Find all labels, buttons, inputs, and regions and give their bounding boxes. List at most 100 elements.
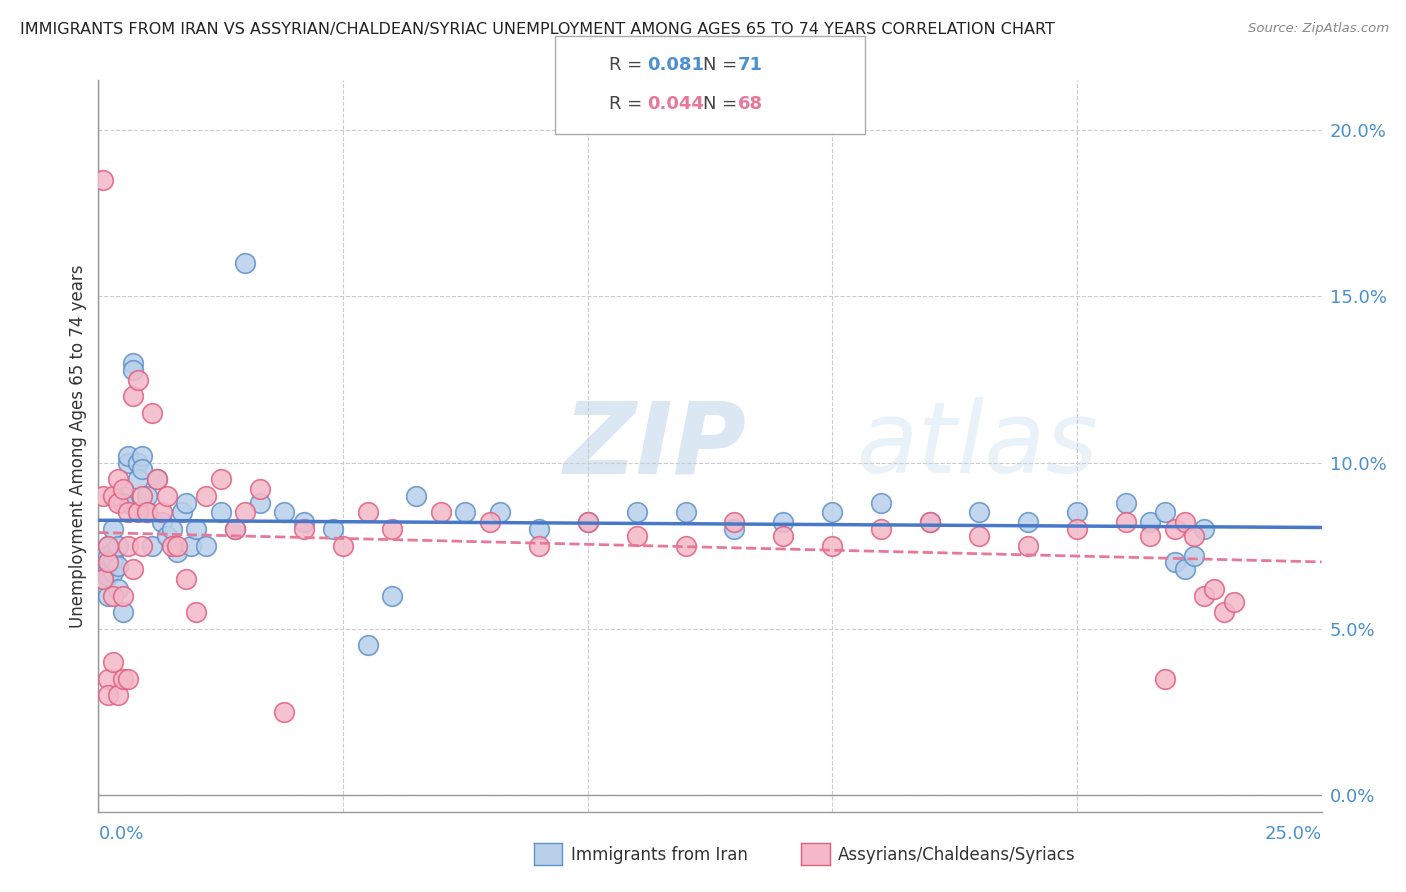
Point <box>186 522 208 536</box>
Point <box>131 449 153 463</box>
Point <box>97 568 120 582</box>
Text: 25.0%: 25.0% <box>1264 825 1322 843</box>
Point <box>97 549 120 563</box>
Point <box>111 489 134 503</box>
Point <box>454 506 477 520</box>
Point <box>356 506 378 520</box>
Point <box>97 689 120 703</box>
Point <box>381 589 404 603</box>
Point <box>292 522 315 536</box>
Point <box>675 539 697 553</box>
Point <box>209 472 232 486</box>
Text: Immigrants from Iran: Immigrants from Iran <box>571 846 748 863</box>
Point <box>97 562 120 576</box>
Point <box>772 529 794 543</box>
Point <box>121 362 143 376</box>
Point <box>381 522 404 536</box>
Point <box>111 589 134 603</box>
Text: 0.044: 0.044 <box>647 95 703 113</box>
Point <box>1066 506 1088 520</box>
Point <box>156 529 179 543</box>
Point <box>166 539 188 553</box>
Point <box>160 539 183 553</box>
Point <box>176 572 198 586</box>
Point <box>821 506 844 520</box>
Point <box>150 506 173 520</box>
Point <box>136 506 159 520</box>
Point <box>97 539 120 553</box>
Point <box>107 689 129 703</box>
Point <box>1154 672 1177 686</box>
Point <box>101 655 124 669</box>
Point <box>870 522 893 536</box>
Text: N =: N = <box>703 56 742 74</box>
Point <box>111 495 134 509</box>
Point <box>1212 605 1234 619</box>
Point <box>166 545 188 559</box>
Point <box>127 506 149 520</box>
Point <box>723 516 745 530</box>
Point <box>1174 562 1197 576</box>
Point <box>91 173 114 187</box>
Point <box>121 356 143 370</box>
Point <box>1202 582 1225 596</box>
Point <box>1139 529 1161 543</box>
Point <box>107 495 129 509</box>
Point <box>97 555 120 569</box>
Text: 0.081: 0.081 <box>647 56 704 74</box>
Point <box>117 449 139 463</box>
Point <box>405 489 427 503</box>
Point <box>626 506 648 520</box>
Point <box>870 495 893 509</box>
Point <box>136 506 159 520</box>
Point <box>224 522 246 536</box>
Point <box>1154 506 1177 520</box>
Point <box>1184 529 1206 543</box>
Point <box>430 506 453 520</box>
Point <box>920 516 942 530</box>
Point <box>1115 516 1137 530</box>
Point <box>97 589 120 603</box>
Point <box>107 539 129 553</box>
Text: R =: R = <box>609 95 648 113</box>
Point <box>117 539 139 553</box>
Point <box>160 522 183 536</box>
Point <box>91 489 114 503</box>
Point <box>478 516 501 530</box>
Point <box>127 472 149 486</box>
Point <box>292 516 315 530</box>
Point <box>723 522 745 536</box>
Point <box>233 506 256 520</box>
Point <box>967 529 990 543</box>
Point <box>131 539 153 553</box>
Point <box>195 489 218 503</box>
Point <box>176 495 198 509</box>
Point <box>101 552 124 566</box>
Point <box>97 672 120 686</box>
Point <box>101 566 124 580</box>
Point <box>1192 589 1215 603</box>
Point <box>121 562 143 576</box>
Point <box>967 506 990 520</box>
Point <box>1174 516 1197 530</box>
Point <box>527 539 550 553</box>
Point <box>1115 495 1137 509</box>
Point <box>127 456 149 470</box>
Point <box>91 572 114 586</box>
Point <box>224 522 246 536</box>
Point <box>97 539 120 553</box>
Point <box>356 639 378 653</box>
Point <box>156 489 179 503</box>
Point <box>107 582 129 596</box>
Text: atlas: atlas <box>856 398 1098 494</box>
Point <box>101 522 124 536</box>
Point <box>107 472 129 486</box>
Point <box>91 555 114 569</box>
Point <box>121 389 143 403</box>
Point <box>1139 516 1161 530</box>
Point <box>170 506 193 520</box>
Point <box>772 516 794 530</box>
Point <box>131 489 153 503</box>
Point <box>1017 539 1039 553</box>
Point <box>195 539 218 553</box>
